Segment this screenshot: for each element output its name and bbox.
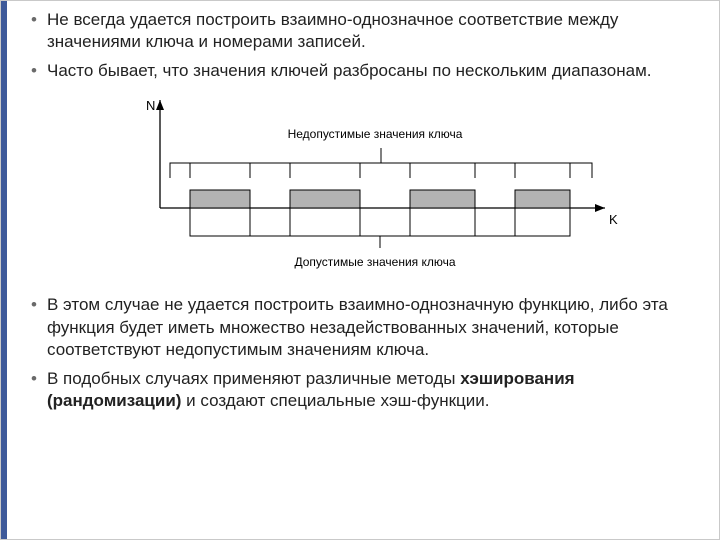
bullet-4-text-b: и создают специальные хэш-функции. bbox=[181, 391, 489, 410]
bullet-2: Часто бывает, что значения ключей разбро… bbox=[29, 60, 691, 82]
bullet-3: В этом случае не удается построить взаим… bbox=[29, 294, 691, 361]
bullet-4-text-a: В подобных случаях применяют различные м… bbox=[47, 369, 460, 388]
key-range-diagram: N K Недопустимые значения ключа Допустимые … bbox=[100, 88, 620, 288]
bullet-list-2: В этом случае не удается построить взаим… bbox=[29, 294, 691, 412]
slide: Не всегда удается построить взаимно-одно… bbox=[0, 0, 720, 540]
sidebar-accent bbox=[1, 1, 7, 539]
svg-text:K: K bbox=[609, 212, 618, 227]
bullet-4: В подобных случаях применяют различные м… bbox=[29, 368, 691, 413]
bullet-list: Не всегда удается построить взаимно-одно… bbox=[29, 9, 691, 82]
diagram-container: N K Недопустимые значения ключа Допустимые … bbox=[29, 88, 691, 288]
bullet-1: Не всегда удается построить взаимно-одно… bbox=[29, 9, 691, 54]
svg-text:N: N bbox=[146, 98, 155, 113]
svg-text:Недопустимые значения ключа: Недопустимые значения ключа bbox=[288, 127, 463, 141]
svg-text:Допустимые значения ключа: Допустимые значения ключа bbox=[294, 255, 455, 269]
